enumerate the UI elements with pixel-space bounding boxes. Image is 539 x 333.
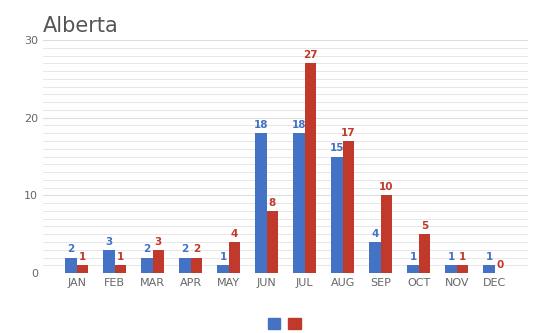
Bar (419, 234, 430, 273)
Text: 1: 1 (486, 252, 493, 262)
Bar (369, 242, 381, 273)
Bar (293, 133, 305, 273)
Bar (191, 257, 202, 273)
Text: 0: 0 (497, 260, 504, 270)
Text: 3: 3 (105, 237, 113, 247)
Bar (267, 211, 278, 273)
Bar (407, 265, 419, 273)
Bar (255, 133, 267, 273)
Legend: , : , (268, 317, 303, 331)
Bar (115, 265, 126, 273)
Text: 1: 1 (459, 252, 466, 262)
Text: 4: 4 (371, 229, 379, 239)
Text: 5: 5 (421, 221, 428, 231)
Text: 2: 2 (193, 244, 200, 254)
Text: 8: 8 (269, 198, 276, 208)
Bar (343, 141, 354, 273)
Bar (331, 157, 343, 273)
Text: 1: 1 (447, 252, 455, 262)
Text: 17: 17 (341, 128, 356, 138)
Bar (77, 265, 88, 273)
Bar (153, 250, 164, 273)
Text: 18: 18 (292, 120, 306, 130)
Bar (103, 250, 115, 273)
Bar (381, 195, 392, 273)
Bar (305, 63, 316, 273)
Bar (179, 257, 191, 273)
Bar (483, 265, 495, 273)
Text: 1: 1 (116, 252, 124, 262)
Text: 2: 2 (143, 244, 150, 254)
Bar (457, 265, 468, 273)
Text: 2: 2 (181, 244, 189, 254)
Text: 18: 18 (254, 120, 268, 130)
Text: 1: 1 (79, 252, 86, 262)
Text: 2: 2 (67, 244, 74, 254)
Bar (217, 265, 229, 273)
Bar (229, 242, 240, 273)
Text: 15: 15 (330, 144, 344, 154)
Text: Alberta: Alberta (43, 16, 119, 36)
Bar (445, 265, 457, 273)
Bar (141, 257, 153, 273)
Text: 3: 3 (155, 237, 162, 247)
Text: 1: 1 (219, 252, 226, 262)
Text: 27: 27 (303, 50, 317, 60)
Bar (65, 257, 77, 273)
Text: 1: 1 (410, 252, 417, 262)
Text: 10: 10 (379, 182, 393, 192)
Text: 4: 4 (231, 229, 238, 239)
